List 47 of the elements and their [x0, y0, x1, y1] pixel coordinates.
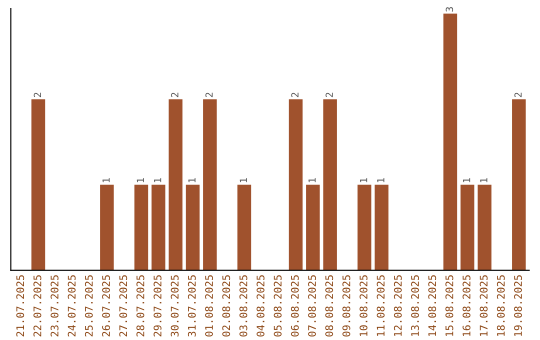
x-tick-label: 15.08.2025: [445, 275, 454, 336]
x-tick-label: 28.07.2025: [136, 275, 144, 336]
x-tick-label: 01.08.2025: [205, 275, 213, 336]
data-label: 2: [291, 92, 298, 98]
x-tick-label: 22.07.2025: [33, 275, 42, 336]
data-label: 1: [188, 178, 196, 182]
data-label: 1: [136, 178, 144, 182]
x-tick-label: 06.08.2025: [290, 275, 299, 336]
data-label: 1: [463, 178, 470, 182]
x-tick-label: 04.08.2025: [256, 275, 264, 336]
data-label: 2: [34, 92, 41, 98]
x-tick-label: 09.08.2025: [342, 275, 350, 336]
data-label: 1: [154, 178, 162, 182]
x-tick-label: 30.07.2025: [170, 275, 179, 336]
x-tick-label: 24.07.2025: [68, 275, 76, 336]
x-tick-label: 18.08.2025: [496, 275, 505, 336]
data-label: 3: [446, 7, 454, 12]
x-tick-label: 27.07.2025: [119, 275, 128, 336]
x-tick-label: 12.08.2025: [394, 275, 402, 336]
x-tick-label: 25.07.2025: [84, 275, 93, 336]
data-label: 1: [377, 178, 384, 182]
x-tick-label: 16.08.2025: [462, 275, 470, 336]
x-tick-label: 08.08.2025: [325, 275, 334, 336]
data-label: 1: [308, 178, 316, 182]
x-tick-label: 03.08.2025: [239, 275, 248, 336]
data-label: 2: [514, 92, 522, 98]
x-tick-label: 07.08.2025: [308, 275, 316, 336]
data-label: 1: [360, 178, 368, 182]
x-tick-label: 26.07.2025: [102, 275, 110, 336]
x-tick-label: 17.08.2025: [480, 275, 488, 336]
x-tick-label: 14.08.2025: [428, 275, 436, 336]
x-tick-label: 19.08.2025: [514, 275, 522, 336]
x-tick-label: 23.07.2025: [50, 275, 58, 336]
x-tick-label: 11.08.2025: [376, 275, 385, 336]
data-label: 1: [240, 178, 247, 182]
x-tick-label: 21.07.2025: [16, 275, 24, 336]
x-tick-label: 13.08.2025: [411, 275, 419, 336]
x-tick-label: 10.08.2025: [360, 275, 368, 336]
data-label: 2: [205, 92, 213, 98]
x-tick-label: 05.08.2025: [274, 275, 282, 336]
data-label: 1: [102, 178, 110, 182]
x-tick-label: 29.07.2025: [154, 275, 162, 336]
data-label: 2: [171, 92, 178, 98]
x-tick-label: 31.07.2025: [188, 275, 196, 336]
data-label: 1: [480, 178, 488, 182]
x-tick-label: 02.08.2025: [222, 275, 230, 336]
data-label: 2: [326, 92, 333, 98]
